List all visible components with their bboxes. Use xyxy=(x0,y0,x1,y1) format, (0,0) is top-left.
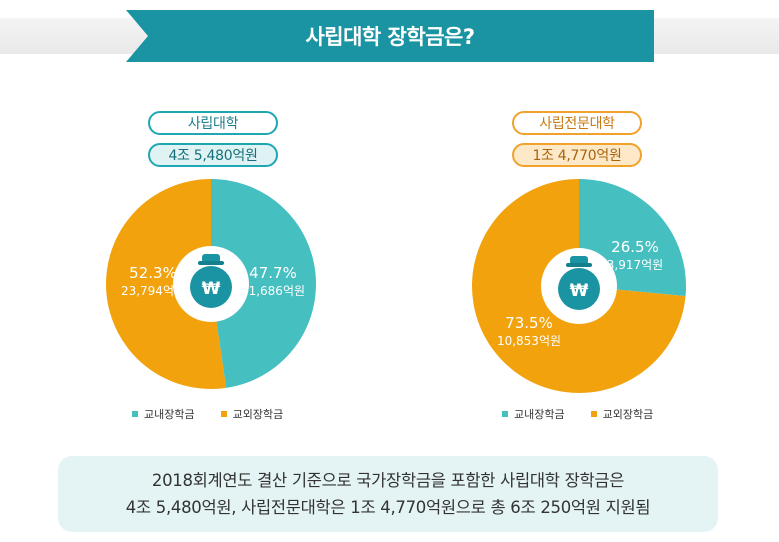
money-bag-won-icon: ₩ xyxy=(558,256,600,310)
legend-item: 교내장학금 xyxy=(502,406,565,422)
summary-line-1: 2018회계연도 결산 기준으로 국가장학금을 포함한 사립대학 장학금은 xyxy=(151,471,625,490)
summary-line-2: 4조 5,480억원, 사립전문대학은 1조 4,770억원으로 총 6조 25… xyxy=(125,498,651,517)
slice-value-label: 10,853억원 xyxy=(497,334,561,348)
pie-chart-private-university: ₩47.7% 21,686억원 52.3% 23,794억원 xyxy=(106,179,316,389)
chart2-title-pill: 사립전문대학 xyxy=(512,111,642,135)
slice-percent-label: 52.3% xyxy=(129,264,177,282)
summary-note: 2018회계연도 결산 기준으로 국가장학금을 포함한 사립대학 장학금은 4조… xyxy=(58,456,718,532)
page-title: 사립대학 장학금은? xyxy=(305,25,475,49)
slice-value-label: 23,794억원 xyxy=(121,284,185,298)
legend-label: 교내장학금 xyxy=(144,408,195,421)
slice-percent-label: 47.7% xyxy=(249,264,297,282)
svg-text:₩: ₩ xyxy=(202,279,221,299)
legend-item: 교내장학금 xyxy=(132,406,195,422)
slice-value-label: 3,917억원 xyxy=(607,258,663,272)
chart1-legend: 교내장학금 교외장학금 xyxy=(132,406,309,422)
pie-slice-external xyxy=(106,179,227,389)
legend-label: 교외장학금 xyxy=(602,408,654,421)
chart1-title-pill: 사립대학 xyxy=(148,111,278,135)
legend-item: 교외장학금 xyxy=(590,406,654,422)
chart1-title: 사립대학 xyxy=(187,116,239,132)
money-bag-won-icon: ₩ xyxy=(190,254,232,308)
pie-chart-private-college: ₩26.5% 3,917억원 73.5% 10,853억원 xyxy=(472,179,686,393)
legend-label: 교내장학금 xyxy=(514,408,565,421)
chart1-total-pill: 4조 5,480억원 xyxy=(148,143,278,167)
slice-percent-label: 26.5% xyxy=(611,238,659,256)
chart2-title: 사립전문대학 xyxy=(539,116,615,132)
svg-text:₩: ₩ xyxy=(570,281,589,301)
slice-value-label: 21,686억원 xyxy=(241,284,305,298)
pie-slice-internal xyxy=(211,179,316,388)
legend-item: 교외장학금 xyxy=(220,406,284,422)
chart2-legend: 교내장학금 교외장학금 xyxy=(502,406,679,422)
slice-percent-label: 73.5% xyxy=(505,314,553,332)
chart2-total: 1조 4,770억원 xyxy=(532,148,622,164)
chart2-total-pill: 1조 4,770억원 xyxy=(512,143,642,167)
title-banner: 사립대학 장학금은? xyxy=(126,10,654,62)
chart1-total: 4조 5,480억원 xyxy=(168,148,258,164)
legend-label: 교외장학금 xyxy=(232,408,284,421)
